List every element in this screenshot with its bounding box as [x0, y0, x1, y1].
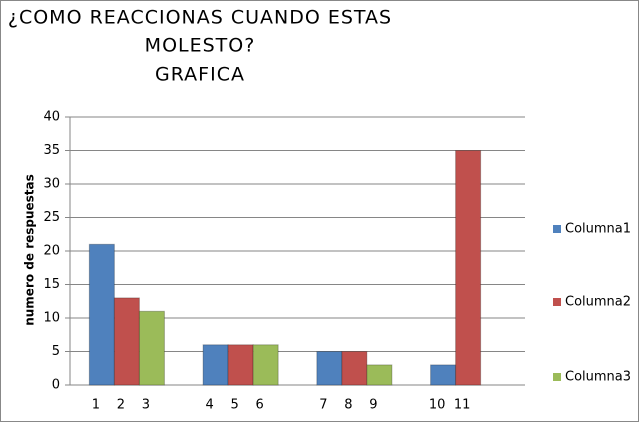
bar — [113, 297, 140, 386]
y-axis-label: numero de respuestas — [23, 174, 37, 326]
legend-swatch — [553, 373, 561, 381]
x-tick-label: 9 — [369, 398, 377, 413]
x-tick-label: 3 — [142, 398, 150, 413]
chart-title: GRAFICA — [155, 64, 245, 86]
bar — [455, 150, 482, 386]
chart-title: MOLESTO? — [145, 35, 256, 57]
x-tick-label: 4 — [205, 398, 213, 413]
legend-label: Columna1 — [565, 222, 631, 237]
y-tick-label: 25 — [43, 210, 60, 225]
bar — [366, 364, 393, 386]
bar — [88, 243, 115, 386]
bar — [341, 351, 368, 386]
bar — [227, 344, 254, 386]
legend-swatch — [553, 298, 561, 306]
bar — [138, 310, 165, 386]
x-tick-label: 2 — [117, 398, 125, 413]
y-tick-label: 40 — [43, 110, 60, 125]
x-tick-label: 7 — [319, 398, 327, 413]
y-tick-label: 0 — [52, 378, 60, 393]
y-tick-label: 35 — [43, 143, 60, 158]
bar — [202, 344, 229, 386]
bar — [430, 364, 457, 386]
x-tick-label: 8 — [344, 398, 352, 413]
y-tick-label: 15 — [43, 277, 60, 292]
legend-label: Columna2 — [565, 295, 631, 310]
x-tick-label: 6 — [256, 398, 264, 413]
legend-swatch — [553, 225, 561, 233]
y-tick-label: 20 — [43, 244, 60, 259]
x-tick-label: 5 — [230, 398, 238, 413]
y-tick-label: 5 — [52, 344, 60, 359]
y-tick-label: 10 — [43, 311, 60, 326]
chart-title: ¿COMO REACCIONAS CUANDO ESTAS — [8, 7, 392, 29]
y-tick-label: 30 — [43, 177, 60, 192]
x-tick-label: 10 — [429, 398, 446, 413]
legend-label: Columna3 — [565, 370, 631, 385]
x-tick-label: 1 — [92, 398, 100, 413]
bar — [316, 351, 343, 386]
x-tick-label: 11 — [454, 398, 471, 413]
bar — [252, 344, 279, 386]
